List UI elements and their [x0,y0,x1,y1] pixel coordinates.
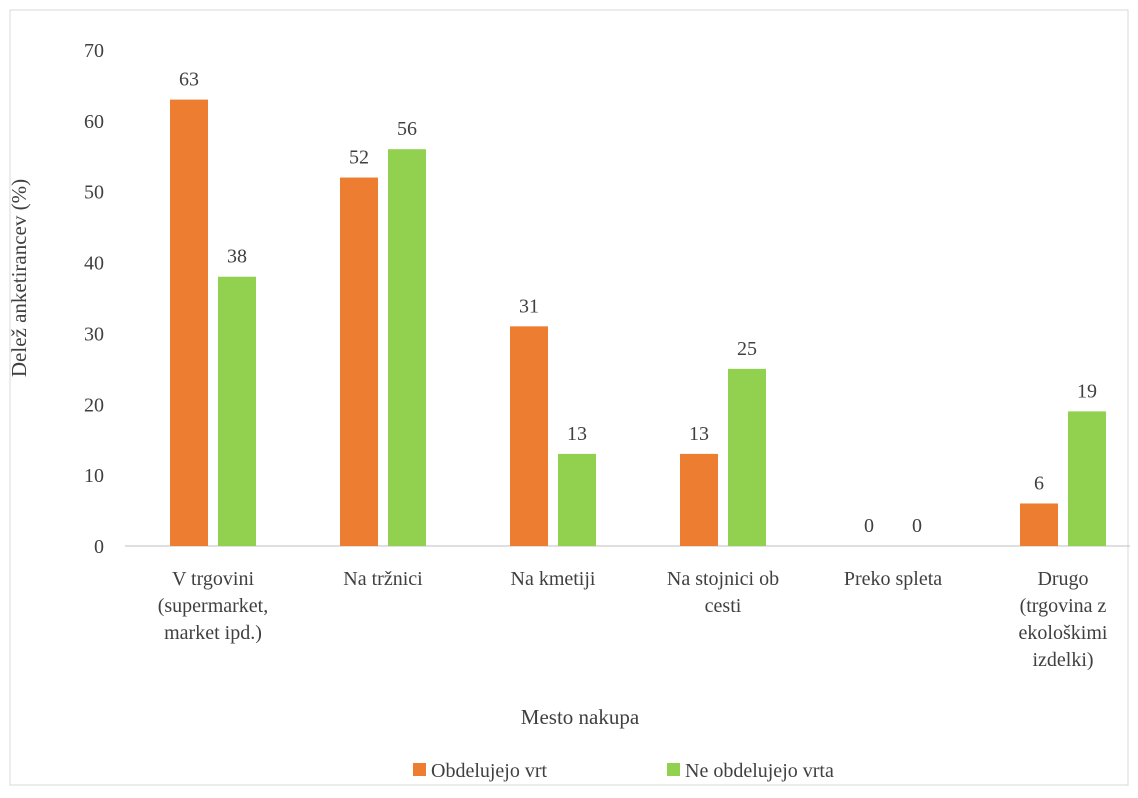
y-tick-label: 40 [84,253,104,275]
x-axis-title: Mesto nakupa [521,705,640,729]
data-label: 6 [1034,472,1044,494]
y-tick-label: 10 [84,465,104,487]
data-label: 0 [864,515,874,537]
bar [218,276,256,546]
legend-label: Obdelujejo vrt [431,760,548,782]
bar [510,326,548,546]
data-label: 63 [179,69,199,91]
bar [170,99,208,546]
x-tick-label: Preko spleta [844,568,942,590]
x-tick-label: Na stojnici ob [667,568,779,590]
data-label: 19 [1077,380,1097,402]
y-tick-label: 20 [84,394,104,416]
x-tick-label: Drugo [1037,568,1088,590]
legend: Obdelujejo vrt Ne obdelujejo vrta [413,760,834,782]
x-tick-label: market ipd.) [164,622,262,644]
bar [1068,411,1106,546]
bar [340,177,378,547]
x-tick-label: ekološkimi [1019,622,1108,644]
y-axis-title: Delež anketirancev (%) [7,179,31,377]
x-tick-labels: V trgovini (supermarket, market ipd.) Na tr… [158,568,1108,671]
data-label: 38 [227,246,247,268]
data-label: 25 [737,338,757,360]
y-tick-label: 50 [84,182,104,204]
data-labels: 63 38 52 56 31 13 13 25 0 0 6 19 [179,69,1097,537]
x-tick-label: izdelki) [1032,649,1093,671]
chart-border [9,9,1129,786]
legend-swatch [667,763,680,776]
y-tick-labels: 0 10 20 30 40 50 60 70 [84,40,104,558]
x-tick-label: V trgovini [172,568,254,590]
x-tick-label: (trgovina z [1020,595,1107,617]
bar [728,368,766,546]
y-tick-label: 70 [84,40,104,62]
data-label: 13 [689,423,709,445]
y-axis [9,9,1130,786]
data-label: 31 [519,295,539,317]
bar [680,453,718,546]
bars [170,99,1106,547]
bar [1020,503,1058,546]
y-tick-label: 60 [84,111,104,133]
x-tick-label: Na kmetiji [511,568,596,590]
legend-label: Ne obdelujejo vrta [685,760,834,782]
data-label: 0 [912,515,922,537]
x-tick-label: (supermarket, [158,595,269,617]
x-tick-label: cesti [705,595,742,617]
y-tick-label: 0 [94,536,104,558]
data-label: 52 [349,147,369,169]
y-tick-label: 30 [84,323,104,345]
x-tick-label: Na tržnici [343,568,423,590]
data-label: 13 [567,423,587,445]
data-label: 56 [397,118,417,140]
bar [558,453,596,546]
bar [388,149,426,546]
legend-swatch [413,763,426,776]
